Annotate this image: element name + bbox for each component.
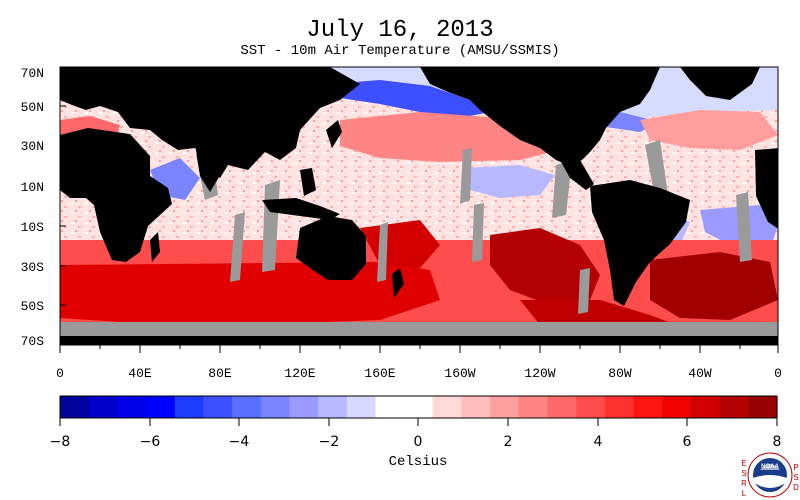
latitude-axis: 70N 50N 30N 10N 10S 30S 50S 70S (21, 66, 66, 349)
warm-patch-north-atlantic (640, 110, 778, 150)
missing-swath (230, 212, 245, 282)
colorbar-tick-label: 6 (683, 434, 692, 450)
lon-label: 120E (284, 366, 315, 381)
colorbar-swatch (232, 396, 262, 418)
colorbar-swatch (260, 396, 291, 418)
map-area (60, 67, 778, 345)
colorbar-swatch (146, 396, 176, 418)
colorbar-swatch (375, 396, 405, 418)
lat-label: 30N (21, 139, 44, 154)
lon-label: 120W (524, 366, 555, 381)
chart-title: July 16, 2013 (306, 17, 494, 44)
colorbar-swatch (88, 396, 118, 418)
missing-swath (460, 148, 472, 204)
lat-label: 10S (21, 220, 45, 235)
colorbar-swatch (289, 396, 319, 418)
missing-swath (578, 268, 590, 314)
lon-label: 40W (688, 366, 712, 381)
land-south-america (590, 180, 690, 306)
colorbar-swatch (662, 396, 692, 418)
colorbar-tick-label: 4 (594, 434, 603, 450)
land-central-america (560, 160, 594, 190)
lon-label: 0 (774, 366, 782, 381)
strong-warm-south-atlantic (650, 252, 778, 320)
colorbar-swatch (518, 396, 549, 418)
logo-letter: E (741, 459, 746, 468)
chart-subtitle: SST - 10m Air Temperature (AMSU/SSMIS) (240, 43, 560, 59)
lat-label: 30S (21, 260, 45, 275)
missing-swath (645, 140, 668, 198)
lat-label: 70N (21, 66, 44, 81)
colorbar-swatch (117, 396, 147, 418)
colorbar-swatch (174, 396, 204, 418)
colorbar-swatch (547, 396, 577, 418)
lon-label: 160W (444, 366, 475, 381)
logo-letter: S (741, 469, 746, 478)
colorbar-swatch (461, 396, 491, 418)
colorbar-tick-label: −8 (50, 434, 71, 450)
land-australia (296, 216, 366, 280)
land-eurasia (60, 67, 360, 178)
logo-letter: R (741, 479, 747, 488)
colorbar-tick-label: 2 (504, 434, 513, 450)
colorbar-swatch (690, 396, 721, 418)
colorbar-unit-label: Celsius (389, 454, 448, 470)
land-philippines (300, 168, 316, 196)
colorbar-tick-label: −6 (140, 434, 161, 450)
logo-letter: P (793, 463, 798, 472)
lon-label: 40E (128, 366, 152, 381)
lat-label: 10N (21, 180, 44, 195)
land-africa (60, 128, 172, 262)
colorbar-swatch (633, 396, 663, 418)
land-greenland (680, 67, 760, 100)
colorbar-swatch (318, 396, 348, 418)
land-madagascar (150, 232, 160, 262)
missing-swath (552, 160, 572, 218)
noaa-logo: NOAA E S R L P S D (741, 452, 799, 498)
land-indonesia (262, 198, 340, 220)
land-west-africa-wrap (755, 148, 778, 229)
longitude-axis: 0 40E 80E 120E 160E 160W 120W 80W 40W 0 (56, 345, 782, 381)
colorbar-swatch (748, 396, 778, 418)
lat-label: 50S (21, 299, 45, 314)
colorbar-swatch (719, 396, 749, 418)
cold-patch-north-pacific (330, 80, 500, 118)
missing-swath (377, 222, 388, 282)
colorbar-tick-label: −4 (229, 434, 250, 450)
colorbar-swatch (604, 396, 635, 418)
lon-label: 160E (364, 366, 395, 381)
land-india (196, 150, 222, 192)
colorbar-swatch (60, 396, 90, 418)
colorbar-tick-label: 0 (414, 434, 423, 450)
colorbar-swatch (432, 396, 463, 418)
land-north-america (420, 67, 660, 166)
logo-name: NOAA (761, 464, 779, 470)
land-japan (326, 120, 342, 148)
strong-warm-south-pacific (490, 228, 600, 305)
colorbar-swatch (404, 396, 434, 418)
land-antarctica (60, 336, 778, 345)
lat-label: 50N (21, 100, 44, 115)
logo-letter: S (793, 473, 798, 482)
colorbar-swatch (203, 396, 233, 418)
missing-swath (472, 203, 484, 262)
lon-label: 80E (208, 366, 232, 381)
cool-patch-equatorial-pacific (465, 165, 555, 198)
lon-label: 0 (56, 366, 64, 381)
colorbar-swatch (346, 396, 377, 418)
colorbar-tick-label: −2 (319, 434, 340, 450)
colorbar-swatch (576, 396, 606, 418)
logo-letter: D (793, 483, 799, 492)
lon-label: 80W (608, 366, 632, 381)
land-new-zealand (392, 268, 404, 298)
colorbar (60, 396, 778, 418)
missing-swath (736, 192, 752, 262)
lat-label: 70S (21, 334, 45, 349)
colorbar-swatch (490, 396, 520, 418)
colorbar-tick-label: 8 (773, 434, 782, 450)
map-frame (59, 66, 779, 346)
logo-letter: L (742, 489, 747, 498)
